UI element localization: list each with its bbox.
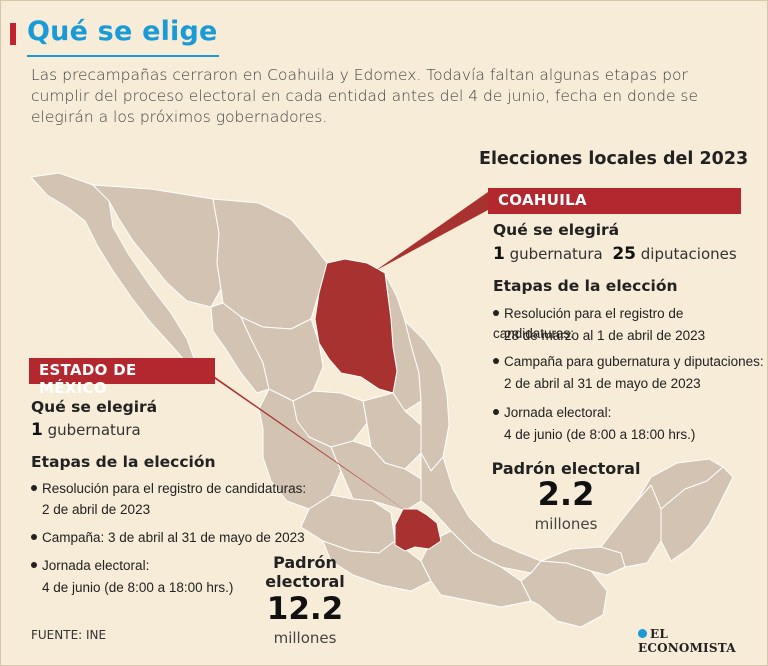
coahuila-elect-line: 1 gubernatura 25 diputaciones bbox=[493, 244, 737, 264]
coahuila-gub-num: 1 bbox=[493, 244, 505, 264]
logo-mark-icon bbox=[638, 629, 647, 638]
chiapas-region bbox=[520, 560, 608, 628]
coahuila-stage-1-date: 28 de marzo al 1 de abril de 2023 bbox=[504, 328, 706, 343]
edomex-stage-3-date: 4 de junio (de 8:00 a 18:00 hrs.) bbox=[42, 580, 234, 595]
coahuila-tag: COAHUILA bbox=[488, 188, 741, 214]
durango-region bbox=[240, 316, 324, 402]
coahuila-padron-value: 2.2 bbox=[537, 475, 595, 513]
edomex-padron-unit: millones bbox=[273, 629, 337, 647]
edomex-stages-heading: Etapas de la elección bbox=[31, 453, 216, 471]
source-note: FUENTE: INE bbox=[31, 628, 107, 642]
coahuila-stage-2-date: 2 de abril al 31 de mayo de 2023 bbox=[504, 376, 701, 391]
section-title: Elecciones locales del 2023 bbox=[479, 149, 749, 169]
edomex-elect-line: 1 gubernatura bbox=[31, 420, 141, 440]
coahuila-padron-unit: millones bbox=[534, 515, 598, 533]
title-accent-bar bbox=[10, 23, 16, 45]
edomex-elect-heading: Qué se elegirá bbox=[31, 398, 158, 416]
coahuila-callout-wedge bbox=[375, 192, 488, 271]
edomex-padron-label-1: Padrón bbox=[273, 553, 337, 572]
edomex-stage-3: Jornada electoral: bbox=[31, 556, 149, 576]
coahuila-stage-3-date: 4 de junio (de 8:00 a 18:00 hrs.) bbox=[504, 427, 696, 442]
edomex-padron-value: 12.2 bbox=[266, 591, 344, 627]
coahuila-stage-1: Resolución para el registro de candidatu… bbox=[493, 304, 767, 344]
edomex-padron-label: Padrón electoral bbox=[263, 553, 347, 591]
coahuila-stage-3-title: Jornada electoral: bbox=[504, 405, 612, 420]
edomex-stage-3-title: Jornada electoral: bbox=[42, 558, 150, 573]
edomex-tag: ESTADO DE MÉXICO bbox=[29, 358, 215, 397]
edomex-padron-label-2: electoral bbox=[265, 572, 345, 591]
coahuila-gub-label: gubernatura bbox=[509, 245, 603, 263]
edomex-callout-wedge bbox=[201, 367, 415, 517]
edomex-stage-2: Campaña: 3 de abril al 31 de mayo de 202… bbox=[31, 528, 305, 548]
coahuila-stage-3: Jornada electoral: bbox=[493, 403, 611, 423]
coahuila-dip-num: 25 bbox=[612, 244, 636, 264]
edomex-stage-1-title: Resolución para el registro de candidatu… bbox=[42, 481, 307, 496]
edomex-stage-2-title: Campaña: 3 de abril al 31 de mayo de 202… bbox=[42, 530, 305, 545]
logo-text: EL ECONOMISTA bbox=[638, 627, 736, 655]
coahuila-stage-2: Campaña para gubernatura y diputaciones: bbox=[493, 352, 764, 372]
publisher-logo: EL ECONOMISTA bbox=[638, 627, 767, 655]
slp-region bbox=[362, 392, 422, 470]
edomex-stage-1-date: 2 de abril de 2023 bbox=[42, 502, 151, 517]
edomex-stage-1: Resolución para el registro de candidatu… bbox=[31, 479, 306, 499]
coahuila-stage-1-title: Resolución para el registro de candidatu… bbox=[493, 306, 684, 341]
intro-paragraph: Las precampañas cerraron en Coahuila y E… bbox=[31, 66, 699, 126]
edomex-gub-label: gubernatura bbox=[47, 421, 141, 439]
page-title: Qué se elige bbox=[27, 16, 218, 47]
coahuila-stages-heading: Etapas de la elección bbox=[493, 277, 678, 295]
edomex-gub-num: 1 bbox=[31, 420, 43, 440]
title-underline bbox=[27, 55, 219, 57]
coahuila-stage-2-title: Campaña para gubernatura y diputaciones: bbox=[504, 354, 764, 369]
coahuila-elect-heading: Qué se elegirá bbox=[493, 221, 620, 239]
coahuila-padron-label: Padrón electoral bbox=[491, 459, 641, 478]
edomex-highlight bbox=[394, 508, 442, 552]
quintana-roo-region bbox=[660, 466, 734, 562]
coahuila-dip-label: diputaciones bbox=[640, 245, 737, 263]
coahuila-highlight bbox=[314, 258, 398, 394]
